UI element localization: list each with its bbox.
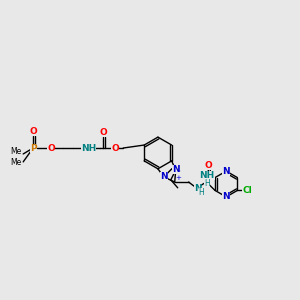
- Text: O: O: [47, 143, 55, 152]
- Text: N: N: [172, 166, 180, 175]
- Text: N: N: [222, 192, 230, 201]
- Text: N: N: [194, 184, 201, 194]
- Text: O: O: [29, 127, 37, 136]
- Text: Me: Me: [11, 148, 22, 157]
- Text: O: O: [100, 128, 107, 137]
- Text: O: O: [111, 143, 119, 152]
- Text: N: N: [160, 172, 168, 182]
- Text: Cl: Cl: [242, 186, 252, 195]
- Text: Me: Me: [11, 158, 22, 167]
- Text: +: +: [176, 175, 182, 181]
- Text: O: O: [205, 161, 212, 170]
- Text: H: H: [199, 188, 204, 197]
- Text: P: P: [30, 143, 36, 152]
- Text: NH: NH: [200, 171, 215, 180]
- Text: NH: NH: [81, 143, 96, 152]
- Text: N: N: [222, 167, 230, 176]
- Text: H: H: [204, 179, 210, 188]
